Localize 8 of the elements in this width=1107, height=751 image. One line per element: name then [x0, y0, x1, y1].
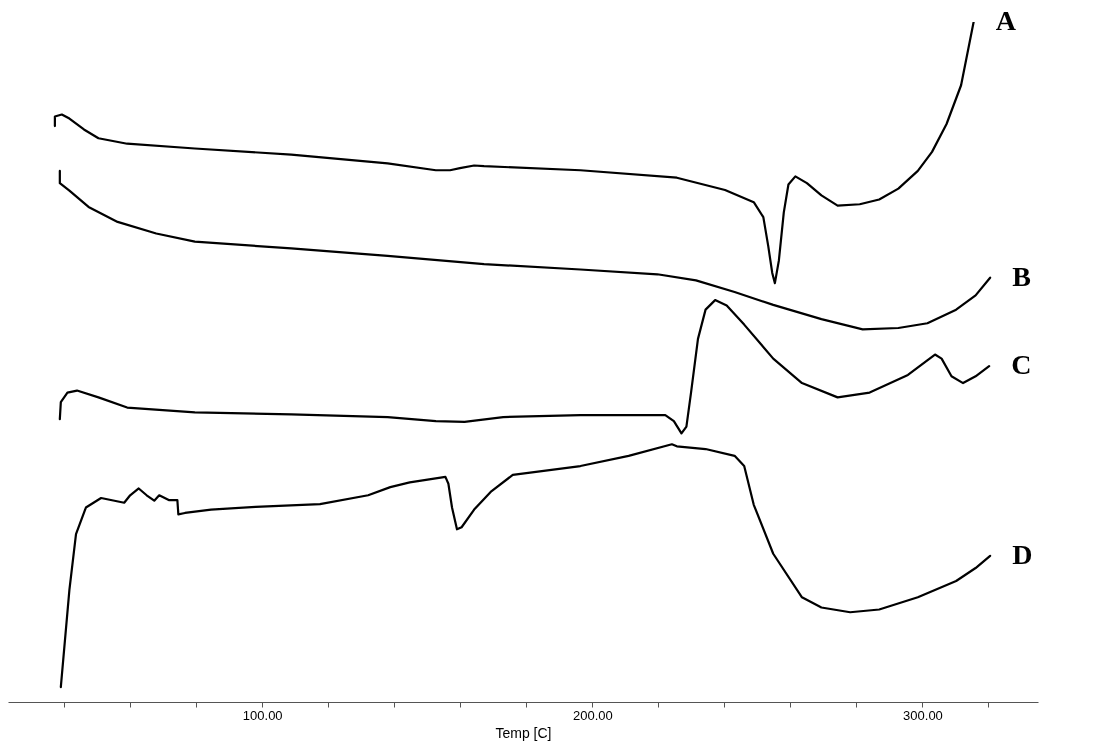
x-tick-label: 300.00: [903, 707, 943, 723]
x-tick-label: 200.00: [572, 707, 613, 723]
x-tick-label: 100.00: [242, 707, 283, 723]
series-label: D: [1012, 538, 1033, 570]
x-axis-title: Temp [C]: [495, 724, 552, 741]
series-label: C: [1011, 349, 1032, 381]
series-label: B: [1012, 260, 1031, 292]
series-label: A: [995, 5, 1017, 36]
